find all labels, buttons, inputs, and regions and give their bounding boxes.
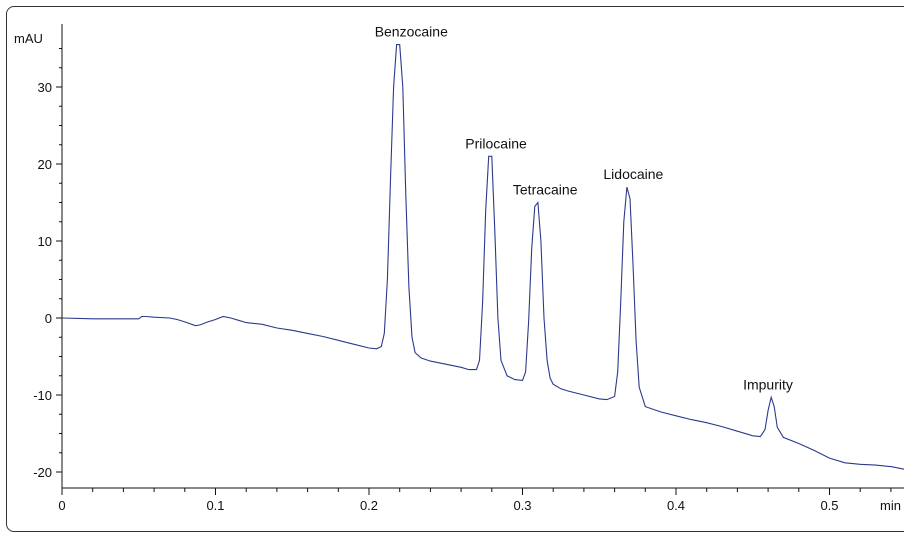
y-tick-label: 10 (38, 234, 52, 249)
peak-label-lidocaine: Lidocaine (603, 166, 663, 182)
y-tick-label: 20 (38, 157, 52, 172)
tick-labels: -20 -10 0 10 20 30 0 0.1 0.2 0.3 0.4 0.5 (33, 80, 838, 513)
x-tick-label: 0.2 (360, 498, 378, 513)
y-tick-label: -20 (33, 465, 52, 480)
axes (61, 24, 904, 489)
peak-label-benzocaine: Benzocaine (375, 24, 448, 40)
y-tick-label: 30 (38, 80, 52, 95)
peak-label-impurity: Impurity (743, 376, 793, 392)
x-tick-label: 0.1 (206, 498, 224, 513)
x-axis-label: min (880, 498, 901, 513)
x-tick-label: 0.3 (513, 498, 531, 513)
chart-frame (6, 6, 904, 532)
peak-label-prilocaine: Prilocaine (465, 135, 527, 151)
x-tick-label: 0 (58, 498, 65, 513)
y-tick-label: 0 (45, 311, 52, 326)
peak-label-tetracaine: Tetracaine (513, 182, 578, 198)
y-tick-label: -10 (33, 388, 52, 403)
chromatogram-trace (61, 44, 904, 470)
ticks (56, 48, 892, 495)
peak-annotations: Benzocaine Prilocaine Tetracaine Lidocaine I… (375, 24, 793, 393)
y-axis-label: mAU (14, 31, 43, 46)
x-tick-label: 0.5 (820, 498, 838, 513)
x-tick-label: 0.4 (667, 498, 685, 513)
